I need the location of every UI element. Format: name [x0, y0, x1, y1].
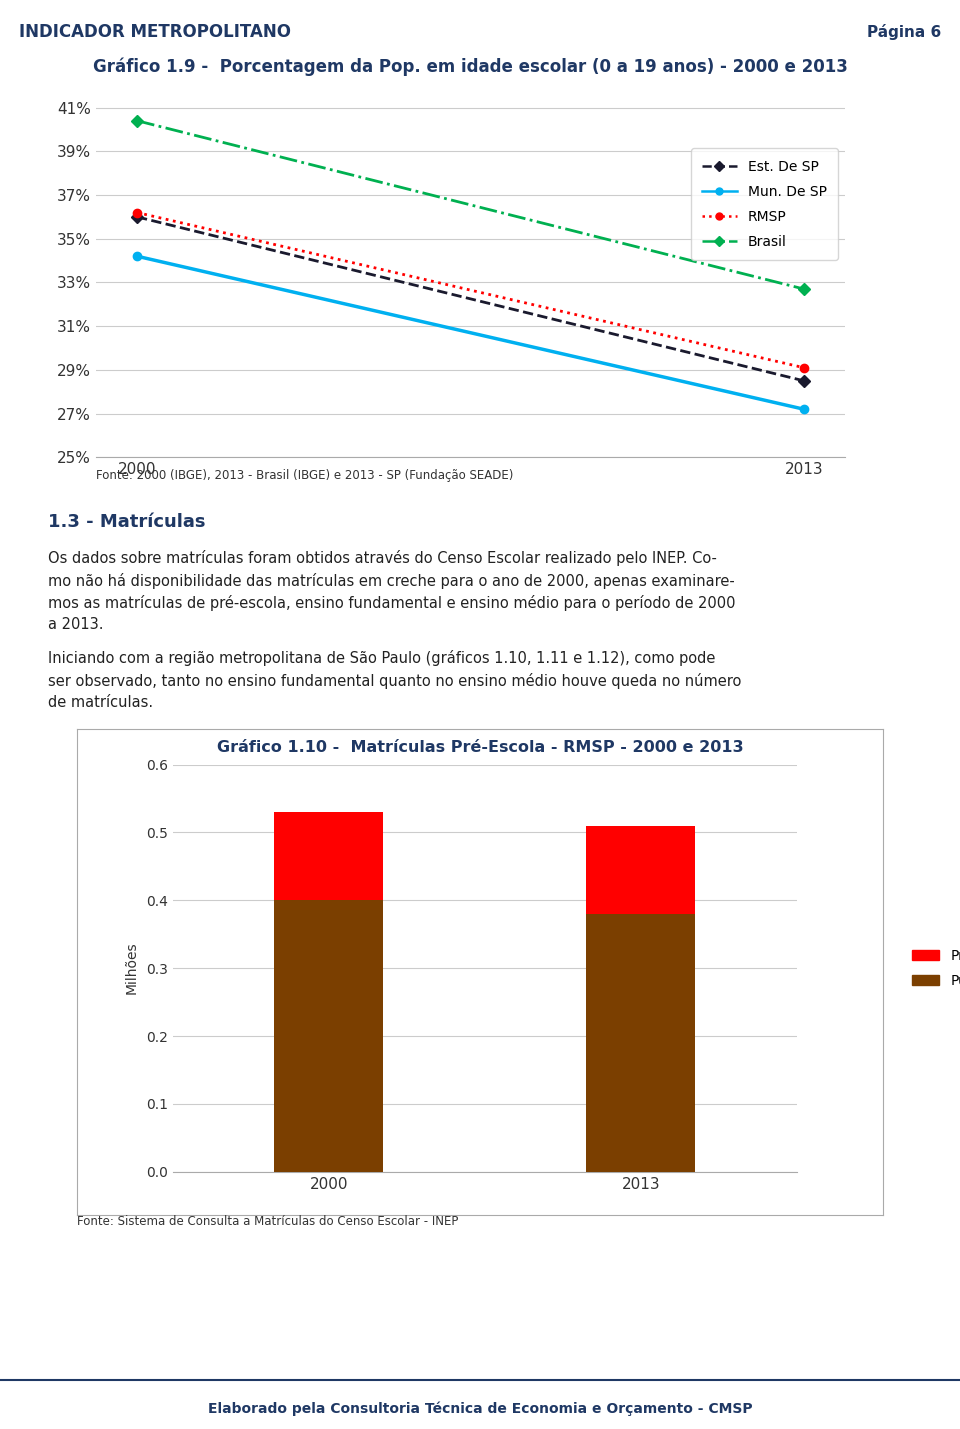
- Bar: [587, 915, 695, 1172]
- Text: Página 6: Página 6: [867, 24, 941, 40]
- Text: INDICADOR METROPOLITANO: INDICADOR METROPOLITANO: [19, 23, 291, 41]
- Legend: Privada, Pública: Privada, Pública: [906, 943, 960, 993]
- Text: Fonte: Sistema de Consulta a Matrículas do Censo Escolar - INEP: Fonte: Sistema de Consulta a Matrículas …: [77, 1215, 458, 1229]
- Bar: [275, 900, 383, 1172]
- Text: Os dados sobre matrículas foram obtidos através do Censo Escolar realizado pelo : Os dados sobre matrículas foram obtidos …: [48, 550, 735, 632]
- Text: 1.3 - Matrículas: 1.3 - Matrículas: [48, 513, 205, 530]
- Text: Gráfico 1.10 -  Matrículas Pré-Escola - RMSP - 2000 e 2013: Gráfico 1.10 - Matrículas Pré-Escola - R…: [217, 740, 743, 755]
- Bar: [275, 812, 383, 900]
- Legend: Est. De SP, Mun. De SP, RMSP, Brasil: Est. De SP, Mun. De SP, RMSP, Brasil: [691, 149, 838, 260]
- Bar: [587, 826, 695, 915]
- Text: Elaborado pela Consultoria Técnica de Economia e Orçamento - CMSP: Elaborado pela Consultoria Técnica de Ec…: [207, 1402, 753, 1416]
- Text: Iniciando com a região metropolitana de São Paulo (gráficos 1.10, 1.11 e 1.12), : Iniciando com a região metropolitana de …: [48, 650, 741, 710]
- Text: Fonte: 2000 (IBGE), 2013 - Brasil (IBGE) e 2013 - SP (Fundação SEADE): Fonte: 2000 (IBGE), 2013 - Brasil (IBGE)…: [96, 469, 514, 482]
- Title: Gráfico 1.9 -  Porcentagem da Pop. em idade escolar (0 a 19 anos) - 2000 e 2013: Gráfico 1.9 - Porcentagem da Pop. em ida…: [93, 57, 848, 76]
- Y-axis label: Milhões: Milhões: [125, 942, 139, 995]
